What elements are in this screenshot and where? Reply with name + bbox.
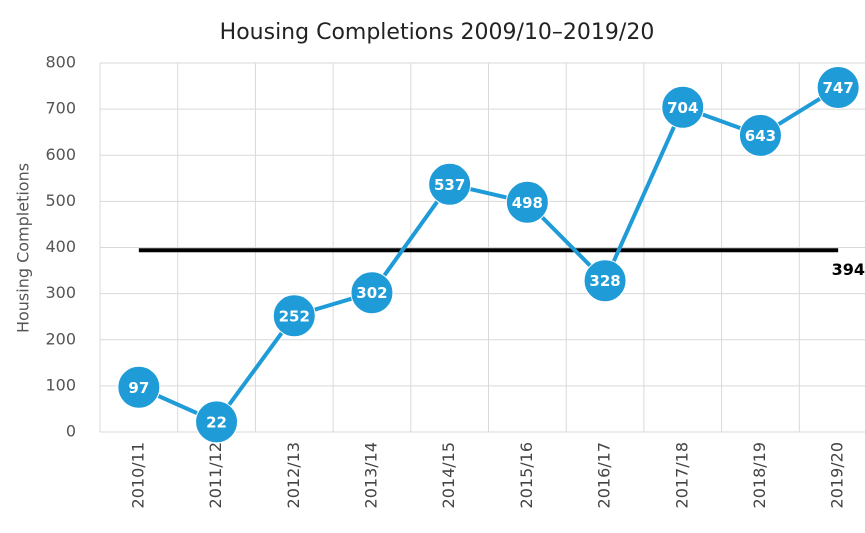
y-axis-label: Housing Completions [14,163,33,333]
y-tick-label: 100 [45,375,76,394]
chart-title: Housing Completions 2009/10–2019/20 [220,20,655,45]
x-tick-label: 2017/18 [672,442,691,508]
data-point [428,162,472,206]
data-point [738,113,782,157]
data-label: 498 [512,194,543,212]
y-tick-label: 700 [45,99,76,118]
x-tick-label: 2010/11 [128,442,147,508]
y-tick-label: 300 [45,283,76,302]
data-point [117,365,161,409]
data-label: 328 [589,272,620,290]
data-point [661,85,705,129]
data-point [272,294,316,338]
data-line [138,85,840,425]
x-tick-label: 2016/17 [595,442,614,508]
y-tick-label: 500 [45,191,76,210]
y-tick-label: 600 [45,145,76,164]
y-tick-label: 800 [45,53,76,72]
data-label: 302 [356,284,387,302]
x-tick-label: 2018/19 [750,442,769,508]
data-point [583,259,627,303]
data-label: 643 [745,127,776,145]
y-tick-label: 0 [66,422,76,441]
data-label: 747 [822,79,853,97]
x-tick-label: 2013/14 [361,442,380,508]
y-tick-label: 400 [45,237,76,256]
x-tick-label: 2014/15 [439,442,458,508]
x-tick-label: 2012/13 [284,442,303,508]
reference-label: 394 [832,260,865,279]
data-point [505,180,549,224]
x-tick-label: 2011/12 [206,442,225,508]
y-tick-label: 200 [45,329,76,348]
data-label: 252 [279,307,310,325]
data-label: 704 [667,99,698,117]
x-tick-label: 2019/20 [828,442,847,508]
data-label: 22 [206,413,227,431]
data-label: 97 [128,379,149,397]
data-point [816,65,860,109]
data-point [195,400,239,444]
x-tick-label: 2015/16 [517,442,536,508]
data-label: 537 [434,176,465,194]
data-point [350,271,394,315]
